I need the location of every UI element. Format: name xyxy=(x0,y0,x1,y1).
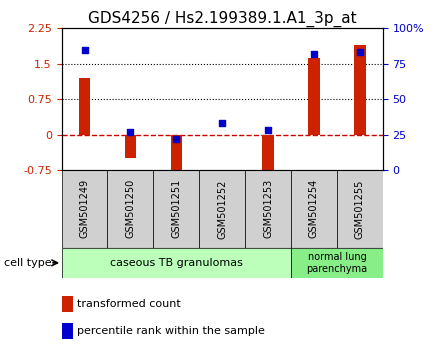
Point xyxy=(173,136,180,142)
Bar xyxy=(125,135,136,158)
Text: GSM501254: GSM501254 xyxy=(309,179,319,239)
Text: cell type: cell type xyxy=(4,258,52,268)
Bar xyxy=(79,78,90,135)
Bar xyxy=(171,135,182,173)
Point xyxy=(81,47,88,52)
Bar xyxy=(291,248,383,278)
Bar xyxy=(354,45,366,135)
Bar xyxy=(216,135,228,136)
Bar xyxy=(62,170,107,248)
Text: caseous TB granulomas: caseous TB granulomas xyxy=(110,258,243,268)
Bar xyxy=(245,170,291,248)
Bar xyxy=(291,170,337,248)
Point xyxy=(127,129,134,135)
Bar xyxy=(308,58,320,135)
Text: GSM501249: GSM501249 xyxy=(80,179,90,239)
Text: normal lung
parenchyma: normal lung parenchyma xyxy=(306,252,367,274)
Bar xyxy=(154,170,199,248)
Bar xyxy=(107,170,154,248)
Text: transformed count: transformed count xyxy=(77,299,181,309)
Text: GSM501253: GSM501253 xyxy=(263,179,273,239)
Text: GSM501252: GSM501252 xyxy=(217,179,227,239)
Title: GDS4256 / Hs2.199389.1.A1_3p_at: GDS4256 / Hs2.199389.1.A1_3p_at xyxy=(88,11,356,27)
Bar xyxy=(62,248,291,278)
Bar xyxy=(199,170,245,248)
Text: GSM501251: GSM501251 xyxy=(171,179,181,239)
Bar xyxy=(262,135,274,177)
Text: GSM501255: GSM501255 xyxy=(355,179,365,239)
Point xyxy=(264,127,271,133)
Point xyxy=(356,50,363,55)
Point xyxy=(219,120,226,126)
Point xyxy=(311,51,318,57)
Text: GSM501250: GSM501250 xyxy=(125,179,136,239)
Text: percentile rank within the sample: percentile rank within the sample xyxy=(77,326,265,336)
Bar xyxy=(337,170,383,248)
